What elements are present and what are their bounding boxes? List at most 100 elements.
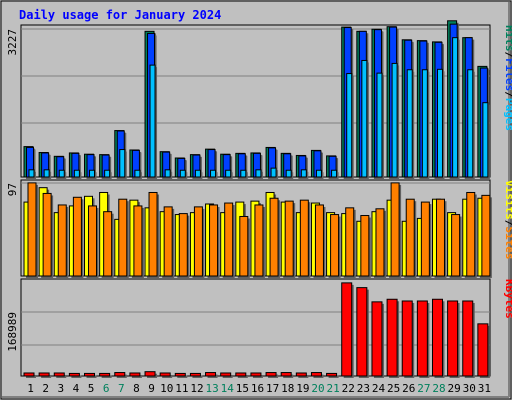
hits-bar-pages-25 [391, 62, 398, 178]
hits-bar-pages-18 [285, 169, 292, 178]
kbytes-bar-kbytes-18 [280, 372, 292, 377]
kbytes-bar-kbytes-31 [477, 323, 489, 377]
hits-bar-pages-15 [240, 169, 247, 178]
x-tick-label: 21 [327, 382, 340, 395]
visits-bar-sites-19 [299, 199, 309, 277]
kbytes-bar-kbytes-20 [310, 372, 322, 377]
hits-bar-pages-5 [89, 169, 96, 178]
hits-bar-pages-10 [164, 169, 171, 178]
x-tick-label: 14 [221, 382, 235, 395]
kbytes-bar-kbytes-29 [447, 300, 459, 377]
hits-panel: 3227 Hits/Files/Pages [6, 20, 512, 180]
legend-entry-kbytes: KBytes [503, 279, 512, 319]
visits-bar-sites-18 [284, 200, 294, 277]
kbytes-bar-kbytes-30 [462, 300, 474, 377]
hits-bar-pages-27 [421, 69, 428, 178]
visits-bar-sites-10 [163, 206, 173, 277]
x-tick-label: 11 [175, 382, 188, 395]
hits-bar-pages-7 [119, 149, 126, 178]
hits-bar-pages-14 [225, 169, 232, 178]
kbytes-bar-kbytes-21-shadow [328, 375, 339, 378]
kbytes-bar-kbytes-5 [84, 372, 96, 377]
x-tick-label: 17 [266, 382, 279, 395]
legend-entry-pages: Pages [503, 98, 512, 131]
x-tick-label: 2 [42, 382, 49, 395]
legend-separator: / [503, 91, 512, 98]
kbytes-bar-kbytes-15 [235, 372, 247, 377]
kbytes-bar-kbytes-11 [174, 372, 186, 377]
kbytes-bar-kbytes-4-shadow [71, 375, 82, 378]
kbytes-bar-kbytes-25 [386, 298, 398, 377]
kbytes-bar-kbytes-24 [371, 301, 383, 377]
x-tick-label: 19 [296, 382, 309, 395]
visits-bar-sites-20 [314, 204, 324, 277]
visits-bar-sites-25 [390, 182, 400, 277]
x-tick-label: 20 [311, 382, 324, 395]
visits-bar-sites-8 [133, 205, 143, 277]
kbytes-bar-kbytes-1 [23, 372, 35, 377]
visits-bar-sites-3 [57, 204, 67, 277]
hits-bar-pages-17 [270, 167, 277, 178]
x-tick-label: 18 [281, 382, 294, 395]
x-tick-label: 10 [160, 382, 173, 395]
visits-bar-sites-24 [375, 208, 385, 277]
hits-legend: Hits/Files/Pages [503, 25, 512, 131]
kbytes-bar-kbytes-26 [401, 300, 413, 377]
legend-separator: / [503, 52, 512, 59]
x-tick-label: 25 [387, 382, 400, 395]
kbytes-bar-kbytes-13 [205, 372, 217, 377]
legend-entry-sites: Sites [503, 226, 512, 259]
kbytes-legend: KBytes [503, 279, 512, 319]
kbytes-bar-kbytes-6-shadow [101, 375, 112, 378]
hits-bar-pages-26 [406, 69, 413, 178]
visits-bar-sites-26 [405, 198, 415, 277]
hits-bar-pages-16 [255, 169, 262, 178]
visits-bar-sites-5 [88, 205, 98, 277]
visits-ytick-label: 97 [6, 183, 19, 196]
visits-panel: 97 Visits/Sites [6, 179, 512, 278]
x-axis-labels: 1 2 3 4 5 6 7 8 9 10 11 12 13 14 15 16 17 18 19 20 21 22 23 24 2… [27, 382, 491, 395]
visits-bar-sites-28 [435, 198, 445, 277]
hits-bar-pages-6 [104, 169, 111, 178]
kbytes-bar-kbytes-28 [431, 298, 443, 377]
hits-bar-pages-12 [194, 169, 201, 178]
visits-bar-sites-9 [148, 191, 158, 277]
visits-bar-sites-15 [239, 215, 249, 277]
hits-bar-pages-31 [482, 102, 489, 178]
x-tick-label: 8 [133, 382, 140, 395]
x-tick-label: 26 [402, 382, 415, 395]
kbytes-bar-kbytes-16 [250, 372, 262, 377]
kbytes-bar-kbytes-11-shadow [177, 375, 188, 378]
legend-entry-visits: Visits [503, 180, 512, 220]
visits-bar-sites-31 [481, 194, 491, 277]
hits-bar-pages-28 [436, 68, 443, 178]
hits-ytick-label: 3227 [6, 29, 19, 56]
x-tick-label: 4 [73, 382, 80, 395]
x-tick-label: 27 [417, 382, 430, 395]
kbytes-bar-kbytes-7 [114, 372, 126, 377]
kbytes-ytick-label: 168989 [6, 312, 19, 352]
x-tick-label: 13 [205, 382, 218, 395]
kbytes-bar-kbytes-22 [341, 282, 353, 377]
kbytes-bar-kbytes-6 [99, 372, 111, 377]
x-tick-label: 16 [251, 382, 264, 395]
kbytes-bar-kbytes-8 [129, 372, 141, 377]
visits-bar-sites-4 [72, 196, 82, 277]
x-tick-label: 24 [372, 382, 386, 395]
kbytes-bar-kbytes-19 [295, 372, 307, 377]
x-tick-label: 29 [448, 382, 461, 395]
legend-separator: / [503, 220, 512, 227]
x-tick-label: 12 [190, 382, 203, 395]
hits-bar-pages-20 [315, 169, 322, 178]
visits-bar-sites-23 [360, 215, 370, 277]
x-tick-label: 9 [148, 382, 155, 395]
x-tick-label: 23 [357, 382, 370, 395]
hits-bar-pages-2 [43, 169, 50, 178]
kbytes-bar-kbytes-9 [144, 371, 156, 377]
hits-bar-pages-3 [58, 169, 65, 178]
chart-title: Daily usage for January 2024 [19, 8, 221, 22]
visits-bar-sites-11 [178, 213, 188, 277]
x-tick-label: 7 [118, 382, 125, 395]
visits-bar-sites-16 [254, 204, 264, 277]
